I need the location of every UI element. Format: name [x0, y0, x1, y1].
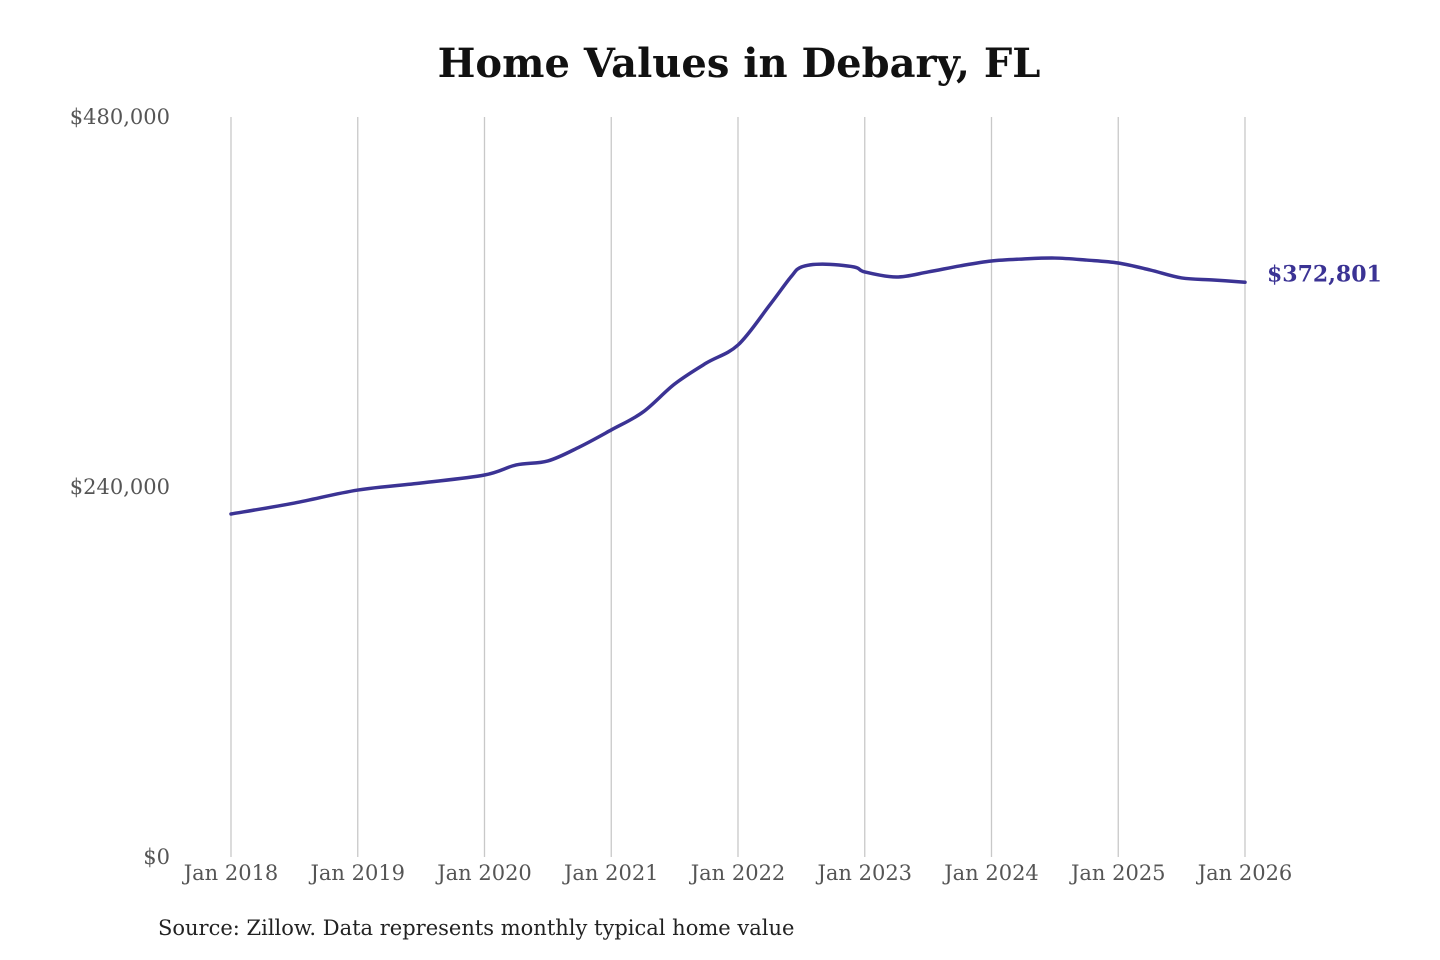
y-tick-label: $480,000	[70, 105, 170, 129]
source-note: Source: Zillow. Data represents monthly …	[158, 916, 795, 940]
x-tick-label: Jan 2026	[1196, 861, 1293, 885]
y-tick-label: $0	[143, 845, 170, 869]
end-value-label: $372,801	[1267, 261, 1382, 287]
x-tick-label: Jan 2020	[435, 861, 532, 885]
x-tick-label: Jan 2018	[182, 861, 279, 885]
x-tick-label: Jan 2021	[562, 861, 659, 885]
x-tick-label: Jan 2024	[942, 861, 1039, 885]
chart-title: Home Values in Debary, FL	[437, 40, 1041, 87]
x-tick-label: Jan 2025	[1069, 861, 1166, 885]
x-tick-label: Jan 2023	[815, 861, 912, 885]
x-tick-label: Jan 2019	[308, 861, 405, 885]
x-tick-label: Jan 2022	[689, 861, 786, 885]
y-tick-label: $240,000	[70, 475, 170, 499]
